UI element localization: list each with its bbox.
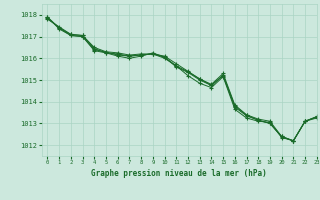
X-axis label: Graphe pression niveau de la mer (hPa): Graphe pression niveau de la mer (hPa)	[91, 169, 267, 178]
